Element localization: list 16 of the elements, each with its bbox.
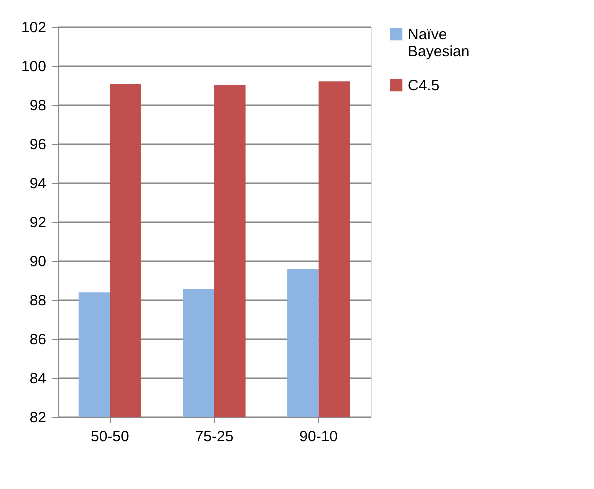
y-tick-label: 90 — [30, 254, 46, 270]
y-tick-label: 92 — [30, 214, 46, 232]
y-tick-label: 102 — [21, 20, 46, 36]
y-tick-label: 82 — [30, 410, 46, 426]
x-tick-label: 50-50 — [90, 428, 130, 446]
y-tick-label: 96 — [30, 136, 46, 154]
y-tick-label: 98 — [30, 98, 46, 114]
y-tick-label: 88 — [30, 292, 46, 310]
y-tick-label: 94 — [30, 176, 46, 192]
legend-label: C4.5 — [408, 78, 440, 94]
y-tick-label: 84 — [30, 370, 46, 388]
x-tick-label: 75-25 — [195, 428, 234, 446]
x-tick-label: 90-10 — [300, 428, 338, 446]
legend-label: Naïve Bayesian — [408, 26, 470, 60]
y-tick-label: 86 — [30, 332, 46, 348]
y-tick-label: 100 — [21, 58, 46, 76]
